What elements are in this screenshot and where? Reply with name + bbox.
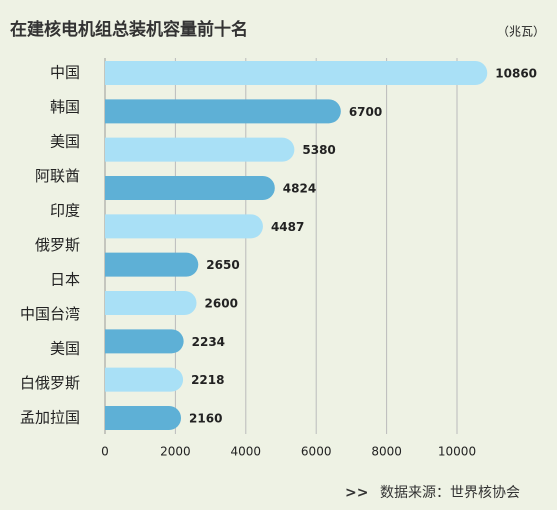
bar [105,214,263,239]
bar [105,99,341,124]
y-tick-label: 日本 [50,271,80,289]
value-label: 10860 [495,67,537,81]
unit-label: （兆瓦） [497,25,545,39]
y-tick-label: 俄罗斯 [35,236,80,254]
y-tick-label: 中国台湾 [20,305,80,323]
bar [105,329,184,354]
value-label: 2234 [192,335,225,349]
chart-title: 在建核电机组总装机容量前十名 [10,19,248,40]
bar [105,367,184,392]
y-tick-label: 中国 [50,64,80,82]
y-tick-label: 孟加拉国 [20,409,80,427]
bar [105,406,182,430]
source: 数据来源：世界核协会 [380,485,520,501]
bar [105,291,197,315]
bar [105,252,199,277]
x-tick-label: 0 [101,445,109,459]
y-tick-label: 美国 [50,133,80,151]
y-tick-label: 印度 [50,202,80,220]
y-tick-label: 阿联酋 [35,167,80,185]
value-label: 6700 [349,105,382,119]
value-label: 5380 [302,143,335,157]
x-tick-label: 8000 [371,445,402,459]
value-label: 2650 [206,258,239,272]
x-tick-label: 10000 [438,445,476,459]
source-arrow: >> [345,485,368,501]
x-tick-label: 4000 [231,445,262,459]
bar [105,61,488,85]
value-label: 2160 [189,412,222,426]
y-tick-label: 白俄罗斯 [20,374,80,392]
y-tick-label: 美国 [50,340,80,358]
bar [105,137,295,162]
y-tick-label: 韩国 [50,98,80,116]
value-label: 4487 [271,220,304,234]
value-label: 2218 [191,373,224,387]
bar [105,176,275,200]
x-tick-label: 6000 [301,445,332,459]
value-label: 2600 [205,297,238,311]
x-tick-label: 2000 [160,445,191,459]
value-label: 4824 [283,182,316,196]
